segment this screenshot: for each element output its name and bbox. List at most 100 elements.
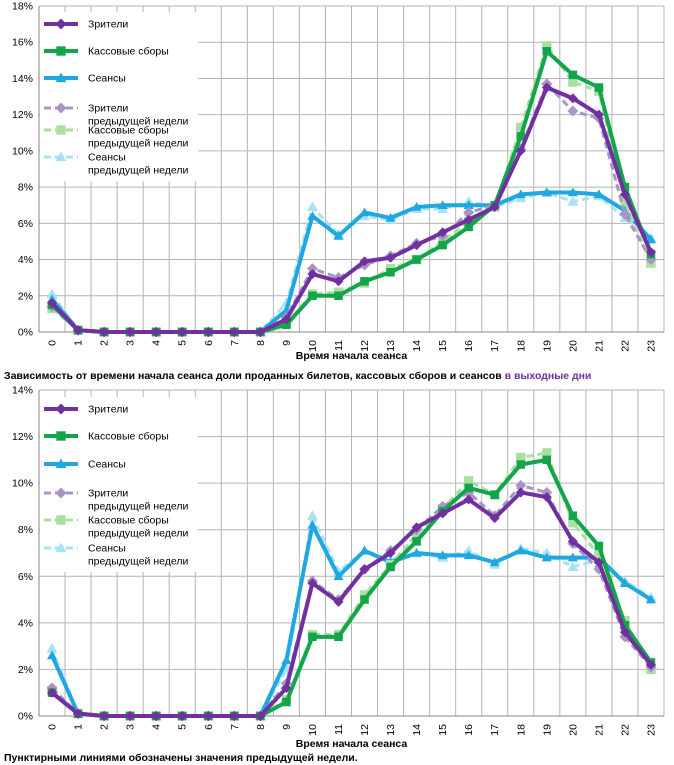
point-revenue — [594, 541, 604, 551]
legend-swatch-marker — [55, 151, 67, 162]
point-sessions — [645, 234, 656, 244]
point-viewers — [99, 327, 110, 337]
point-sessions — [541, 552, 552, 562]
legend-swatch-marker — [55, 18, 67, 30]
y-tick-label: 4% — [18, 617, 33, 629]
point-sessions — [645, 594, 656, 604]
point-revenue — [542, 455, 552, 465]
point-sessions — [541, 187, 552, 197]
series-viewers — [47, 487, 656, 721]
legend-label-viewers: Зрители — [88, 19, 128, 31]
x-tick-label: 23 — [645, 724, 657, 736]
point-revenue_prev — [464, 476, 474, 486]
point-sessions — [567, 552, 578, 562]
point-sessions — [307, 520, 318, 529]
point-revenue — [490, 490, 499, 500]
y-tick-label: 4% — [18, 254, 33, 266]
point-revenue — [620, 182, 630, 192]
point-viewers — [515, 145, 526, 156]
point-viewers — [151, 711, 162, 721]
chart-second: 0%2%4%6%8%10%12%14%0 1 2 3 4 5 6 7 8 9 10 11 12 13 14 1… — [12, 385, 665, 750]
x-axis-title: Время начала сеанса — [296, 738, 408, 750]
point-sessions — [307, 211, 318, 220]
point-viewers — [515, 487, 526, 498]
legend-swatch-marker — [55, 487, 67, 499]
point-sessions — [515, 545, 526, 555]
point-viewers_prev — [645, 254, 657, 266]
legend-label-revenue: Кассовые сборы — [88, 431, 169, 443]
point-sessions — [359, 545, 370, 555]
point-sessions — [619, 578, 630, 588]
x-tick-label: 5 — [177, 724, 189, 730]
series-viewers — [47, 82, 656, 337]
x-tick-label: 19 — [541, 340, 553, 352]
x-tick-label: 6 — [203, 724, 215, 730]
y-tick-label: 12% — [12, 431, 33, 443]
point-viewers — [307, 269, 318, 280]
x-tick-label: 7 — [229, 724, 241, 730]
point-viewers — [255, 327, 266, 337]
point-viewers — [385, 548, 396, 558]
point-revenue — [542, 47, 552, 56]
legend-background — [40, 397, 198, 572]
x-tick-label: 18 — [515, 724, 527, 736]
point-viewers — [151, 327, 162, 337]
x-tick-label: 10 — [307, 724, 319, 736]
point-revenue_prev — [594, 550, 604, 561]
legend-swatch-marker — [55, 458, 67, 469]
x-tick-label: 9 — [281, 724, 293, 730]
x-tick-label: 17 — [489, 724, 501, 736]
point-viewers_prev — [619, 208, 631, 220]
x-tick-label: 13 — [385, 340, 397, 352]
point-revenue — [568, 511, 578, 520]
point-viewers — [203, 327, 214, 337]
caption-weekend: Зависимость от времени начала сеанса дол… — [4, 370, 591, 382]
point-viewers_prev — [437, 500, 449, 512]
x-tick-label: 3 — [125, 724, 137, 730]
point-sessions — [333, 231, 344, 240]
legend-label-revenue_prev: предыдущей недели — [88, 138, 188, 150]
caption-weekend-accent: в выходные дни — [504, 370, 592, 382]
x-tick-label: 15 — [437, 340, 449, 352]
point-sessions_prev — [46, 288, 58, 299]
point-revenue_prev — [542, 41, 552, 51]
point-revenue_prev — [620, 196, 630, 207]
point-sessions — [567, 187, 578, 197]
point-revenue — [334, 632, 343, 642]
point-viewers — [645, 247, 656, 258]
legend-label-viewers_prev: Зрители — [88, 488, 128, 500]
legend-label-sessions_prev: Сеансы — [88, 543, 126, 555]
legend-label-sessions_prev: Сеансы — [88, 152, 126, 164]
x-tick-label: 11 — [333, 724, 345, 735]
legend-label-revenue_prev: Кассовые сборы — [88, 515, 169, 527]
point-viewers — [567, 536, 578, 547]
x-tick-label: 11 — [333, 340, 345, 351]
point-revenue_prev — [516, 452, 526, 463]
x-tick-label: 7 — [229, 340, 241, 346]
point-viewers — [125, 711, 136, 721]
x-tick-label: 16 — [463, 340, 475, 352]
point-viewers — [177, 327, 188, 337]
point-revenue — [412, 255, 421, 264]
point-revenue — [386, 562, 395, 572]
x-tick-label: 17 — [489, 340, 501, 352]
point-sessions — [47, 650, 58, 660]
x-tick-label: 4 — [151, 340, 163, 346]
x-tick-label: 21 — [593, 724, 605, 736]
x-tick-label: 8 — [255, 340, 267, 346]
legend-label-sessions_prev: предыдущей недели — [88, 556, 188, 568]
x-tick-label: 6 — [203, 340, 215, 346]
x-tick-label: 12 — [359, 340, 371, 352]
point-viewers — [177, 711, 188, 721]
point-revenue_prev — [516, 122, 526, 133]
legend-swatch-marker — [56, 46, 66, 56]
point-viewers — [229, 711, 240, 721]
point-revenue — [568, 70, 578, 80]
point-sessions — [411, 548, 422, 557]
point-revenue — [334, 291, 343, 301]
point-viewers — [333, 276, 344, 287]
point-viewers — [619, 627, 630, 638]
x-tick-label: 23 — [645, 340, 657, 352]
y-tick-label: 10% — [12, 145, 33, 157]
